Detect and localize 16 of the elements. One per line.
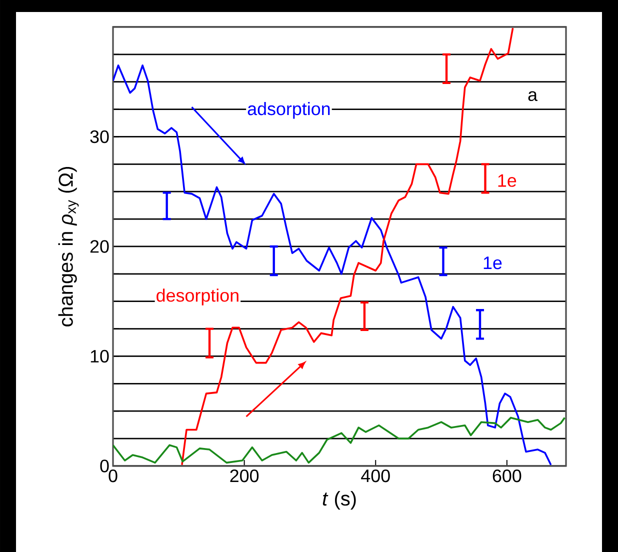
line-series — [113, 416, 566, 464]
y-axis-title: changes in ρ$_{xy}$ (Ω) — [58, 166, 79, 326]
annotation: desorption — [156, 288, 238, 306]
y-tick-label: 20 — [90, 240, 109, 253]
x-tick-label: 0 — [108, 469, 118, 482]
annotation: 1e — [498, 174, 516, 187]
x-axis-title: t (s) — [322, 491, 356, 510]
x-tick-label: 600 — [492, 469, 522, 482]
annotation: a — [528, 91, 538, 102]
x-tick-label: 200 — [230, 469, 259, 482]
annotation: adsorption — [248, 102, 330, 119]
y-tick-label: 10 — [90, 350, 109, 363]
y-tick-label: 0 — [100, 460, 109, 472]
y-tick-label: 30 — [90, 130, 109, 144]
x-tick-label: 400 — [361, 469, 390, 482]
annotation: 1e — [484, 256, 502, 270]
